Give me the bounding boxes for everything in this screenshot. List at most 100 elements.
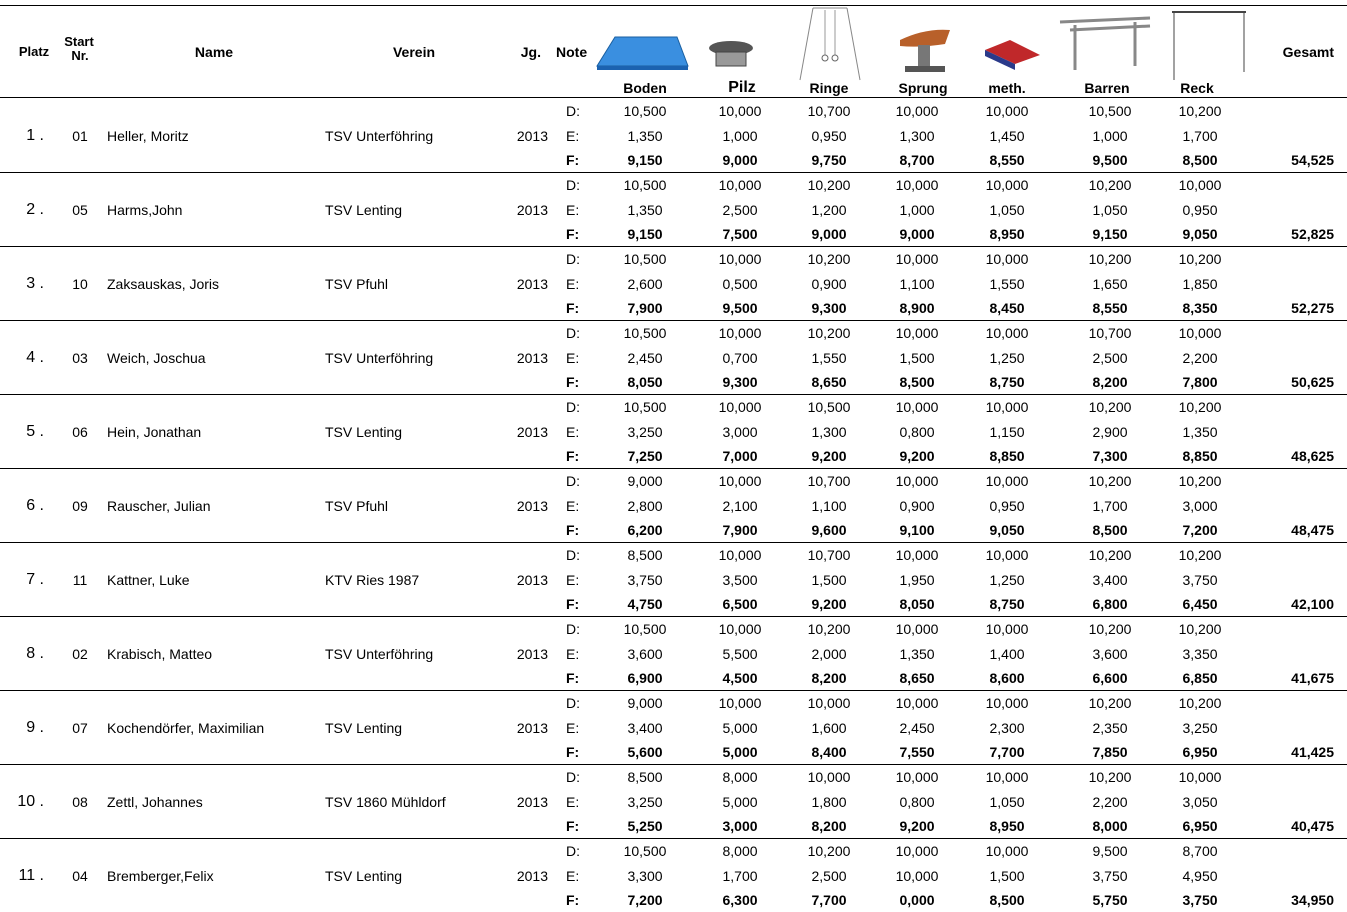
score: 3,300 bbox=[627, 864, 662, 888]
jg: 2013 bbox=[517, 346, 548, 370]
score: 1,250 bbox=[989, 568, 1024, 592]
score: 9,300 bbox=[722, 370, 757, 394]
score: 10,000 bbox=[719, 99, 762, 123]
score: 10,000 bbox=[896, 864, 939, 888]
score: 2,100 bbox=[722, 494, 757, 518]
score: 10,200 bbox=[1089, 617, 1132, 641]
score: 8,600 bbox=[989, 666, 1024, 690]
score: 10,000 bbox=[986, 173, 1029, 197]
score: 10,200 bbox=[1179, 395, 1222, 419]
score: 7,250 bbox=[627, 444, 662, 468]
verein: TSV Unterföhring bbox=[325, 124, 433, 148]
score: 1,350 bbox=[627, 198, 662, 222]
score: 10,500 bbox=[624, 617, 667, 641]
score: 10,200 bbox=[1179, 617, 1222, 641]
score: 5,000 bbox=[722, 790, 757, 814]
note-label: F: bbox=[566, 296, 579, 320]
score: 2,000 bbox=[811, 642, 846, 666]
verein: TSV Lenting bbox=[325, 198, 402, 222]
score: 4,750 bbox=[627, 592, 662, 616]
score: 8,550 bbox=[989, 148, 1024, 172]
note-label: F: bbox=[566, 592, 579, 616]
score: 3,400 bbox=[1092, 568, 1127, 592]
score: 10,200 bbox=[1089, 395, 1132, 419]
platz: 2 . bbox=[26, 198, 44, 222]
score: 6,950 bbox=[1182, 814, 1217, 838]
score: 10,700 bbox=[1089, 321, 1132, 345]
score: 9,050 bbox=[989, 518, 1024, 542]
name: Kochendörfer, Maximilian bbox=[107, 716, 264, 740]
note-label: E: bbox=[566, 568, 579, 592]
score: 10,200 bbox=[1089, 543, 1132, 567]
header-platz: Platz bbox=[19, 40, 49, 64]
note-label: D: bbox=[566, 321, 580, 345]
header-apparatus: Ringe bbox=[810, 76, 849, 100]
gesamt: 48,475 bbox=[1291, 518, 1334, 542]
verein: TSV Unterföhring bbox=[325, 346, 433, 370]
verein: TSV Pfuhl bbox=[325, 494, 388, 518]
platz: 5 . bbox=[26, 420, 44, 444]
score: 1,550 bbox=[811, 346, 846, 370]
score: 6,600 bbox=[1092, 666, 1127, 690]
note-label: D: bbox=[566, 247, 580, 271]
score: 7,000 bbox=[722, 444, 757, 468]
score: 10,000 bbox=[719, 543, 762, 567]
score: 10,500 bbox=[624, 321, 667, 345]
score: 1,350 bbox=[899, 642, 934, 666]
score: 8,200 bbox=[811, 666, 846, 690]
score: 1,700 bbox=[1182, 124, 1217, 148]
score: 1,350 bbox=[1182, 420, 1217, 444]
platz: 9 . bbox=[26, 716, 44, 740]
header-apparatus: Boden bbox=[623, 76, 667, 100]
score: 10,000 bbox=[896, 173, 939, 197]
score: 5,750 bbox=[1092, 888, 1127, 912]
score: 0,950 bbox=[811, 124, 846, 148]
score: 10,000 bbox=[986, 395, 1029, 419]
note-label: F: bbox=[566, 222, 579, 246]
score: 8,950 bbox=[989, 814, 1024, 838]
score: 6,450 bbox=[1182, 592, 1217, 616]
score: 1,500 bbox=[811, 568, 846, 592]
score: 8,050 bbox=[899, 592, 934, 616]
header-nr: Nr. bbox=[71, 44, 88, 68]
score: 3,750 bbox=[1182, 888, 1217, 912]
verein: TSV Pfuhl bbox=[325, 272, 388, 296]
note-label: E: bbox=[566, 272, 579, 296]
score: 1,500 bbox=[899, 346, 934, 370]
score: 2,350 bbox=[1092, 716, 1127, 740]
score: 1,300 bbox=[811, 420, 846, 444]
note-label: E: bbox=[566, 198, 579, 222]
name: Krabisch, Matteo bbox=[107, 642, 212, 666]
score: 8,750 bbox=[989, 592, 1024, 616]
gesamt: 54,525 bbox=[1291, 148, 1334, 172]
verein: TSV Unterföhring bbox=[325, 642, 433, 666]
score: 8,450 bbox=[989, 296, 1024, 320]
score: 7,550 bbox=[899, 740, 934, 764]
gesamt: 52,825 bbox=[1291, 222, 1334, 246]
jg: 2013 bbox=[517, 864, 548, 888]
header-apparatus: Pilz bbox=[728, 76, 756, 100]
score: 2,200 bbox=[1092, 790, 1127, 814]
score: 1,450 bbox=[989, 124, 1024, 148]
platz: 11 . bbox=[19, 864, 45, 888]
score: 1,800 bbox=[811, 790, 846, 814]
header-apparatus: Reck bbox=[1180, 76, 1213, 100]
score: 3,000 bbox=[722, 420, 757, 444]
score: 8,850 bbox=[1182, 444, 1217, 468]
score: 10,000 bbox=[1179, 765, 1222, 789]
score: 0,700 bbox=[722, 346, 757, 370]
note-label: D: bbox=[566, 765, 580, 789]
note-label: D: bbox=[566, 543, 580, 567]
score: 3,350 bbox=[1182, 642, 1217, 666]
score: 8,900 bbox=[899, 296, 934, 320]
score: 7,500 bbox=[722, 222, 757, 246]
score: 10,200 bbox=[808, 617, 851, 641]
score: 6,950 bbox=[1182, 740, 1217, 764]
score: 4,500 bbox=[722, 666, 757, 690]
score: 10,200 bbox=[1179, 469, 1222, 493]
score: 10,000 bbox=[896, 839, 939, 863]
score: 0,800 bbox=[899, 790, 934, 814]
note-label: D: bbox=[566, 839, 580, 863]
score: 10,000 bbox=[808, 691, 851, 715]
score: 5,500 bbox=[722, 642, 757, 666]
